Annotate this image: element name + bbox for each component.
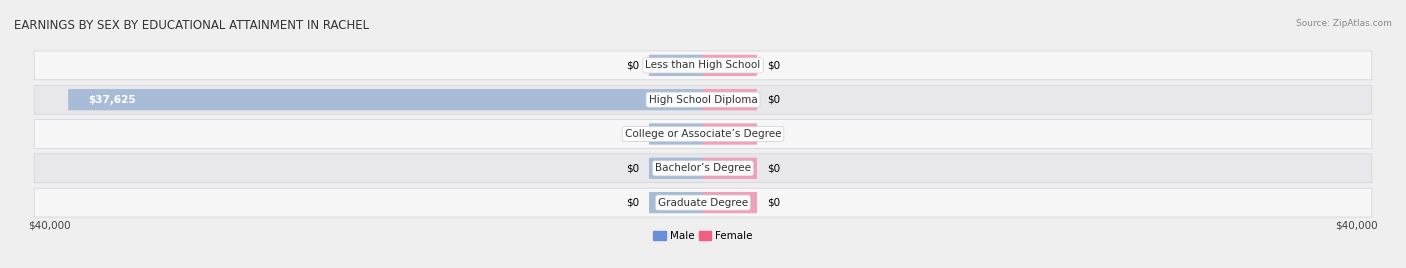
FancyBboxPatch shape — [34, 188, 1372, 217]
Text: $0: $0 — [768, 129, 780, 139]
FancyBboxPatch shape — [67, 89, 703, 110]
FancyBboxPatch shape — [650, 123, 703, 145]
FancyBboxPatch shape — [34, 85, 1372, 114]
Text: EARNINGS BY SEX BY EDUCATIONAL ATTAINMENT IN RACHEL: EARNINGS BY SEX BY EDUCATIONAL ATTAINMEN… — [14, 19, 370, 32]
Text: $0: $0 — [768, 60, 780, 70]
Text: Source: ZipAtlas.com: Source: ZipAtlas.com — [1296, 19, 1392, 28]
Text: $0: $0 — [626, 198, 638, 208]
Text: $0: $0 — [768, 95, 780, 105]
Text: College or Associate’s Degree: College or Associate’s Degree — [624, 129, 782, 139]
FancyBboxPatch shape — [34, 120, 1372, 148]
Text: High School Diploma: High School Diploma — [648, 95, 758, 105]
FancyBboxPatch shape — [34, 154, 1372, 183]
FancyBboxPatch shape — [703, 158, 756, 179]
Legend: Male, Female: Male, Female — [650, 227, 756, 245]
FancyBboxPatch shape — [703, 123, 756, 145]
Text: $0: $0 — [768, 163, 780, 173]
Text: $0: $0 — [626, 60, 638, 70]
FancyBboxPatch shape — [34, 51, 1372, 80]
Text: $37,625: $37,625 — [89, 95, 136, 105]
FancyBboxPatch shape — [703, 89, 756, 110]
Text: $0: $0 — [768, 198, 780, 208]
Text: $40,000: $40,000 — [28, 221, 70, 230]
FancyBboxPatch shape — [650, 158, 703, 179]
FancyBboxPatch shape — [703, 55, 756, 76]
Text: $0: $0 — [626, 129, 638, 139]
Text: Less than High School: Less than High School — [645, 60, 761, 70]
FancyBboxPatch shape — [650, 192, 703, 213]
Text: $0: $0 — [626, 163, 638, 173]
Text: $40,000: $40,000 — [1336, 221, 1378, 230]
Text: Graduate Degree: Graduate Degree — [658, 198, 748, 208]
FancyBboxPatch shape — [703, 192, 756, 213]
Text: Bachelor’s Degree: Bachelor’s Degree — [655, 163, 751, 173]
FancyBboxPatch shape — [650, 55, 703, 76]
